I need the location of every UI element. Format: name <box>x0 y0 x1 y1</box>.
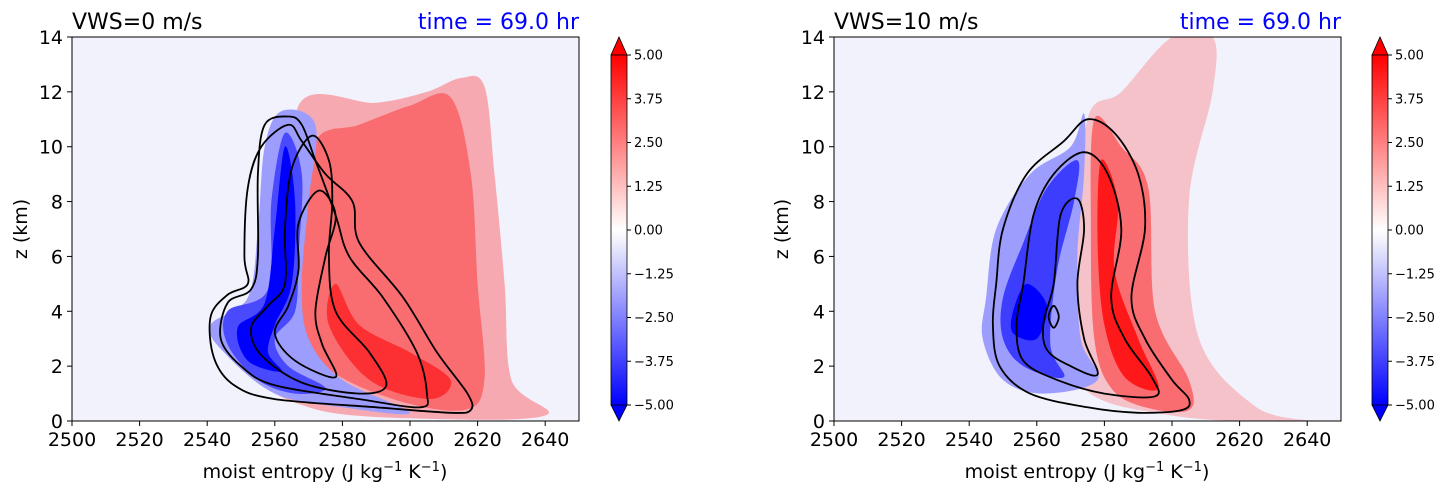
contour-line <box>208 123 474 414</box>
colorbar: 5.00 3.75 2.50 1.25 0.00 −1.25 −2.50 −3.75 −5.00 <box>610 36 674 422</box>
panel-title-right: time = 69.0 hr <box>418 10 580 35</box>
contour-line <box>249 134 388 395</box>
y-axis: 0 2 4 6 8 10 12 14 <box>39 27 72 433</box>
colorbar-tick-label: −1.25 <box>634 267 674 282</box>
colorbar-tick-label: 1.25 <box>1395 180 1424 195</box>
y-axis-label: z (km) <box>10 199 32 259</box>
x-tick-label: 2520 <box>877 429 925 451</box>
colorbar-tick-label: 2.50 <box>1395 136 1424 151</box>
x-tick-label: 2600 <box>386 429 434 451</box>
colorbar-body <box>610 54 628 406</box>
x-axis: 2500 2520 2540 2560 2580 2600 2620 2640 <box>48 421 569 451</box>
heatmap-layer <box>209 75 550 420</box>
contour-line <box>1047 304 1060 329</box>
colorbar: 5.00 3.75 2.50 1.25 0.00 −1.25 −2.50 −3.75 −5.00 <box>1371 36 1435 422</box>
y-tick-label: 2 <box>813 356 825 378</box>
negative-anomaly-region <box>236 146 296 372</box>
colorbar-tick-label: −3.75 <box>634 355 674 370</box>
contour-line <box>273 189 338 379</box>
colorbar-tick-label: −1.25 <box>1395 267 1435 282</box>
positive-anomaly-region <box>326 283 452 400</box>
x-tick-label: 2520 <box>115 429 163 451</box>
y-tick-label: 12 <box>801 82 825 104</box>
x-tick-label: 2620 <box>1215 429 1263 451</box>
colorbar-tick-label: 3.75 <box>1395 92 1424 107</box>
x-tick-label: 2640 <box>521 429 569 451</box>
y-tick-label: 12 <box>39 82 63 104</box>
colorbar-extend-bottom <box>610 404 628 422</box>
y-tick-label: 8 <box>51 192 63 214</box>
colorbar-extend-bottom <box>1371 404 1389 422</box>
colorbar-tick-label: −2.50 <box>634 311 674 326</box>
y-tick-label: 6 <box>813 246 825 268</box>
colorbar-tick-label: 5.00 <box>634 49 663 64</box>
colorbar-ticks: 5.00 3.75 2.50 1.25 0.00 −1.25 −2.50 −3.75 −5.00 <box>627 49 674 414</box>
panel-title-left: VWS=0 m/s <box>72 10 203 35</box>
y-tick-label: 2 <box>51 356 63 378</box>
y-axis-label: z (km) <box>771 199 793 259</box>
colorbar-tick-label: 0.00 <box>1395 224 1424 239</box>
y-tick-label: 6 <box>51 246 63 268</box>
y-tick-label: 10 <box>801 137 825 159</box>
x-axis-label: moist entropy (J kg−1 K−1) <box>203 460 448 483</box>
y-tick-label: 8 <box>813 192 825 214</box>
colorbar-tick-label: 5.00 <box>1395 49 1424 64</box>
y-tick-label: 4 <box>51 301 63 323</box>
positive-anomaly-region <box>1097 159 1159 391</box>
plot-frame <box>71 36 580 422</box>
panel-title-right: time = 69.0 hr <box>1180 10 1342 35</box>
x-tick-label: 2560 <box>1013 429 1061 451</box>
x-tick-label: 2540 <box>183 429 231 451</box>
plot-frame <box>833 36 1342 422</box>
y-axis: 0 2 4 6 8 10 12 14 <box>801 27 834 433</box>
x-axis-label: moist entropy (J kg−1 K−1) <box>965 460 1210 483</box>
y-tick-label: 0 <box>51 411 63 433</box>
colorbar-extend-top <box>610 36 628 56</box>
colorbar-ticks: 5.00 3.75 2.50 1.25 0.00 −1.25 −2.50 −3.75 −5.00 <box>1388 49 1435 414</box>
colorbar-tick-label: −5.00 <box>634 399 674 414</box>
panel-title-left: VWS=10 m/s <box>834 10 979 35</box>
colorbar-tick-label: 2.50 <box>634 136 663 151</box>
y-tick-label: 14 <box>801 27 825 49</box>
colorbar-extend-top <box>1371 36 1389 56</box>
y-tick-label: 10 <box>39 137 63 159</box>
y-tick-label: 0 <box>813 411 825 433</box>
x-axis: 2500 2520 2540 2560 2580 2600 2620 2640 <box>810 421 1331 451</box>
panel-vws-0: VWS=0 m/s time = 69.0 hr 2500 2520 2540 256… <box>10 10 674 483</box>
contour-line <box>1042 197 1099 377</box>
colorbar-tick-label: −5.00 <box>1395 399 1435 414</box>
x-tick-label: 2500 <box>48 429 96 451</box>
heatmap-layer <box>981 37 1310 421</box>
contour-layer <box>991 118 1191 414</box>
contour-line <box>1015 151 1160 399</box>
x-tick-label: 2540 <box>945 429 993 451</box>
x-tick-label: 2620 <box>453 429 501 451</box>
colorbar-tick-label: 0.00 <box>634 224 663 239</box>
colorbar-tick-label: −3.75 <box>1395 355 1435 370</box>
colorbar-tick-label: −2.50 <box>1395 311 1435 326</box>
panel-vws-10: VWS=10 m/s time = 69.0 hr 2500 2520 2540 25… <box>771 10 1435 483</box>
y-tick-label: 4 <box>813 301 825 323</box>
contour-layer <box>208 115 474 414</box>
contour-line <box>991 118 1191 414</box>
y-tick-label: 14 <box>39 27 63 49</box>
x-tick-label: 2500 <box>810 429 858 451</box>
colorbar-body <box>1371 54 1389 406</box>
x-tick-label: 2600 <box>1148 429 1196 451</box>
x-tick-label: 2640 <box>1283 429 1331 451</box>
x-tick-label: 2580 <box>318 429 366 451</box>
colorbar-tick-label: 3.75 <box>634 92 663 107</box>
x-tick-label: 2580 <box>1080 429 1128 451</box>
x-tick-label: 2560 <box>251 429 299 451</box>
colorbar-tick-label: 1.25 <box>634 180 663 195</box>
